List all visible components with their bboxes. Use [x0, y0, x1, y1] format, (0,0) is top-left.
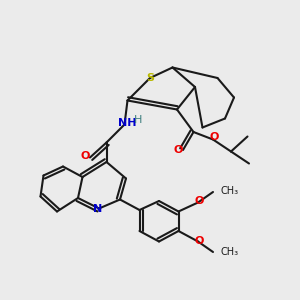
Text: CH₃: CH₃ — [220, 247, 238, 257]
Text: O: O — [174, 145, 183, 155]
Text: O: O — [195, 196, 204, 206]
Text: O: O — [210, 131, 219, 142]
Text: S: S — [146, 73, 154, 83]
Text: NH: NH — [118, 118, 137, 128]
Text: O: O — [195, 236, 204, 247]
Text: CH₃: CH₃ — [220, 185, 238, 196]
Text: N: N — [93, 203, 102, 214]
Text: H: H — [134, 115, 142, 125]
Text: O: O — [81, 151, 90, 161]
